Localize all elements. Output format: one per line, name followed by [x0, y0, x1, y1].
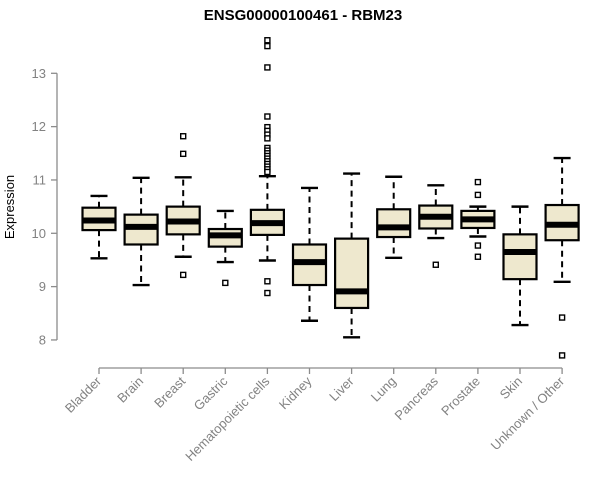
outlier-point	[264, 278, 271, 285]
y-tick-label: 12	[32, 119, 46, 134]
x-category-label: Lung	[368, 374, 399, 405]
x-category-label: Pancreas	[391, 373, 441, 423]
x-category-label: Bladder	[62, 373, 105, 416]
outlier-point	[264, 168, 271, 176]
box	[502, 233, 538, 281]
y-tick-label: 10	[32, 226, 46, 241]
x-category-label: Prostate	[438, 374, 483, 419]
outlier-point	[474, 242, 482, 249]
outlier-point	[264, 37, 271, 44]
outlier-point	[264, 42, 271, 50]
outlier-point	[264, 64, 271, 71]
outlier-point	[222, 279, 229, 287]
x-category-label: Gastric	[191, 373, 231, 413]
outlier-point	[179, 271, 187, 279]
y-tick-label: 9	[39, 279, 46, 294]
y-axis-title: Expression	[2, 175, 17, 239]
outlier-point	[179, 150, 187, 158]
outlier-point	[558, 352, 566, 359]
x-category-label: Brain	[114, 374, 146, 406]
y-tick-label: 13	[32, 66, 46, 81]
chart-title: ENSG00000100461 - RBM23	[204, 7, 402, 24]
x-category-label: Skin	[497, 374, 525, 402]
y-tick-label: 11	[33, 172, 47, 187]
outlier-point	[179, 133, 187, 140]
outlier-point	[264, 289, 271, 297]
x-category-label: Unknown / Other	[488, 373, 568, 453]
outlier-point	[474, 191, 482, 199]
y-tick-label: 8	[39, 332, 46, 347]
x-category-label: Kidney	[276, 373, 315, 412]
outlier-point	[558, 314, 566, 321]
box	[334, 237, 370, 310]
x-category-label: Breast	[151, 373, 188, 410]
outlier-point	[432, 261, 439, 268]
outlier-point	[264, 113, 271, 120]
outlier-point	[474, 178, 482, 186]
x-category-label: Liver	[326, 373, 357, 404]
outlier-point	[264, 135, 271, 142]
box	[376, 208, 412, 239]
outlier-point	[474, 253, 482, 260]
